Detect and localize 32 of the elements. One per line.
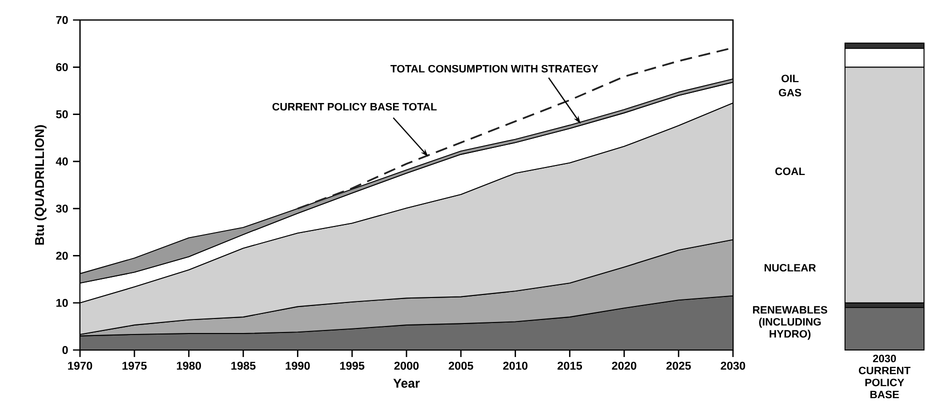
x-tick-label: 2030 CURRENT POLICY BASE	[858, 354, 910, 398]
text: GAS	[778, 88, 802, 96]
x-axis-title: Year	[393, 378, 420, 388]
x-tick-label: 1970	[68, 362, 92, 370]
y-axis-title: Btu (QUADRILLION)	[34, 125, 47, 245]
x-tick-label: 2005	[448, 362, 474, 370]
x-tick-label: 2020	[612, 362, 636, 370]
y-tick-label: 70	[56, 16, 68, 24]
y-tick-label: 40	[56, 157, 68, 166]
x-tick-label: 1995	[340, 362, 364, 370]
annotation: CURRENT POLICY BASE TOTAL	[272, 102, 437, 110]
annotation: TOTAL CONSUMPTION WITH STRATEGY	[390, 64, 598, 72]
series-label: RENEWABLES (INCLUDING HYDRO)	[753, 306, 828, 340]
text: NUCLEAR	[764, 264, 816, 272]
x-tick-label: 2025	[666, 362, 691, 370]
x-tick-label: 2010	[503, 362, 528, 370]
x-tick-label: 2030	[720, 362, 746, 370]
x-tick-label: 2000	[394, 362, 419, 370]
y-tick-label: 60	[56, 63, 68, 72]
x-tick-label: 2015	[558, 362, 582, 370]
text: OIL	[782, 74, 799, 82]
y-tick-label: 30	[56, 204, 68, 213]
y-tick-label: 50	[56, 110, 68, 118]
y-tick-label: 0	[62, 346, 68, 354]
x-tick-label: 1980	[176, 362, 201, 370]
y-tick-label: 10	[56, 298, 68, 307]
text: COAL	[775, 168, 805, 176]
y-tick-label: 20	[56, 252, 68, 260]
x-tick-label: 1985	[231, 362, 256, 370]
bar	[844, 307, 924, 350]
x-tick-label: 1975	[122, 362, 147, 370]
x-tick-label: 1990	[286, 362, 310, 370]
